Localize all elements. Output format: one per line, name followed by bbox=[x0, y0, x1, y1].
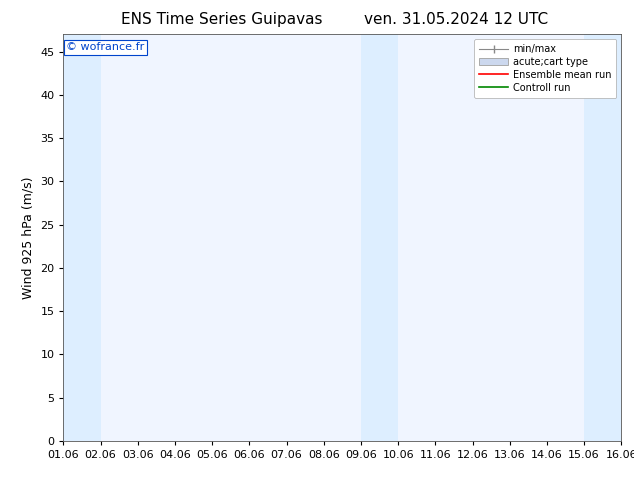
Bar bbox=[584, 34, 621, 441]
Text: ENS Time Series Guipavas: ENS Time Series Guipavas bbox=[121, 12, 323, 27]
Legend: min/max, acute;cart type, Ensemble mean run, Controll run: min/max, acute;cart type, Ensemble mean … bbox=[474, 39, 616, 98]
Text: ven. 31.05.2024 12 UTC: ven. 31.05.2024 12 UTC bbox=[365, 12, 548, 27]
Text: © wofrance.fr: © wofrance.fr bbox=[66, 43, 145, 52]
Bar bbox=[63, 34, 101, 441]
Bar bbox=[361, 34, 398, 441]
Y-axis label: Wind 925 hPa (m/s): Wind 925 hPa (m/s) bbox=[22, 176, 35, 299]
